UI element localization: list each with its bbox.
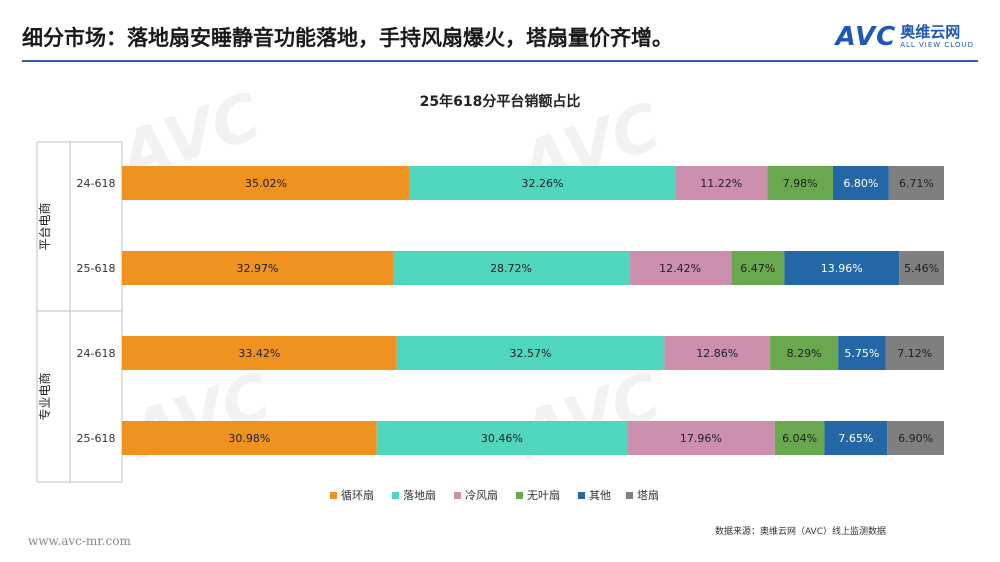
data-label: 32.26% — [522, 177, 564, 190]
bar-segment — [887, 421, 944, 455]
logo-avc-text: AVC — [835, 22, 897, 52]
bar-segment — [393, 251, 630, 285]
bar-segment — [731, 251, 785, 285]
header-rule — [22, 60, 978, 62]
data-label: 32.57% — [510, 347, 552, 360]
data-label: 12.86% — [696, 347, 738, 360]
site-url: www.avc-mr.com — [28, 534, 131, 548]
category-tick-label: 24-618 — [77, 347, 116, 360]
legend-swatch — [626, 492, 633, 499]
data-source-note: 数据来源：奥维云网（AVC）线上监测数据 — [714, 527, 886, 537]
bar-segment — [627, 421, 775, 455]
bar-segment — [122, 336, 397, 370]
bar-segment — [122, 166, 410, 200]
legend-label: 冷风扇 — [465, 488, 498, 502]
category-tick-label: 25-618 — [77, 262, 116, 275]
bar-segment — [376, 421, 628, 455]
data-label: 6.90% — [898, 432, 933, 445]
data-label: 8.29% — [787, 347, 822, 360]
legend-swatch — [392, 492, 399, 499]
bar-segment — [774, 421, 825, 455]
page-title: 细分市场：落地扇安睡静音功能落地，手持风扇爆火，塔扇量价齐增。 — [22, 26, 673, 50]
avc-logo: AVC 奥维云网 ALL VIEW CLOUD — [836, 20, 974, 54]
bar-segment — [675, 166, 768, 200]
group-label: 平台电商 — [37, 202, 52, 250]
data-label: 12.42% — [659, 262, 701, 275]
legend-label: 无叶扇 — [527, 488, 560, 502]
data-label: 30.46% — [481, 432, 523, 445]
legend-swatch — [516, 492, 523, 499]
data-label: 7.12% — [897, 347, 932, 360]
bar-segment — [664, 336, 771, 370]
bar-segment — [122, 251, 394, 285]
data-label: 11.22% — [700, 177, 742, 190]
data-label: 5.75% — [844, 347, 879, 360]
data-label: 35.02% — [245, 177, 287, 190]
category-tick-label: 25-618 — [77, 432, 116, 445]
bar-segment — [396, 336, 665, 370]
legend-label: 其他 — [589, 489, 611, 502]
bar-segment — [838, 336, 886, 370]
header: 细分市场：落地扇安睡静音功能落地，手持风扇爆火，塔扇量价齐增。 AVC 奥维云网… — [0, 0, 1000, 64]
legend-label: 落地扇 — [403, 488, 436, 502]
data-label: 6.04% — [782, 432, 817, 445]
legend-label: 循环扇 — [341, 488, 374, 502]
bar-segment — [888, 166, 944, 200]
group-label: 专业电商 — [37, 372, 52, 420]
bar-segment — [770, 336, 839, 370]
bar-segment — [885, 336, 944, 370]
bar-segment — [629, 251, 732, 285]
data-label: 17.96% — [680, 432, 722, 445]
data-label: 7.98% — [783, 177, 818, 190]
data-label: 5.46% — [904, 262, 939, 275]
legend-swatch — [330, 492, 337, 499]
data-label: 6.80% — [843, 177, 878, 190]
logo-cn-text: 奥维云网 — [900, 23, 961, 41]
data-label: 30.98% — [228, 432, 270, 445]
category-tick-label: 24-618 — [77, 177, 116, 190]
bar-segment — [899, 251, 944, 285]
data-label: 6.47% — [740, 262, 775, 275]
bar-segment — [784, 251, 900, 285]
data-label: 7.65% — [838, 432, 873, 445]
legend-label: 塔扇 — [637, 488, 659, 502]
bar-segment — [409, 166, 676, 200]
bar-segment — [122, 421, 377, 455]
bar-segment — [824, 421, 888, 455]
bar-segment — [832, 166, 889, 200]
legend-swatch — [454, 492, 461, 499]
data-label: 28.72% — [490, 262, 532, 275]
legend-swatch — [578, 492, 585, 499]
data-label: 13.96% — [821, 262, 863, 275]
data-label: 6.71% — [899, 177, 934, 190]
data-label: 32.97% — [237, 262, 279, 275]
chart-title: 25年618分平台销额占比 — [420, 93, 581, 110]
bar-segment — [767, 166, 833, 200]
data-label: 33.42% — [238, 347, 280, 360]
logo-en-text: ALL VIEW CLOUD — [900, 41, 974, 49]
